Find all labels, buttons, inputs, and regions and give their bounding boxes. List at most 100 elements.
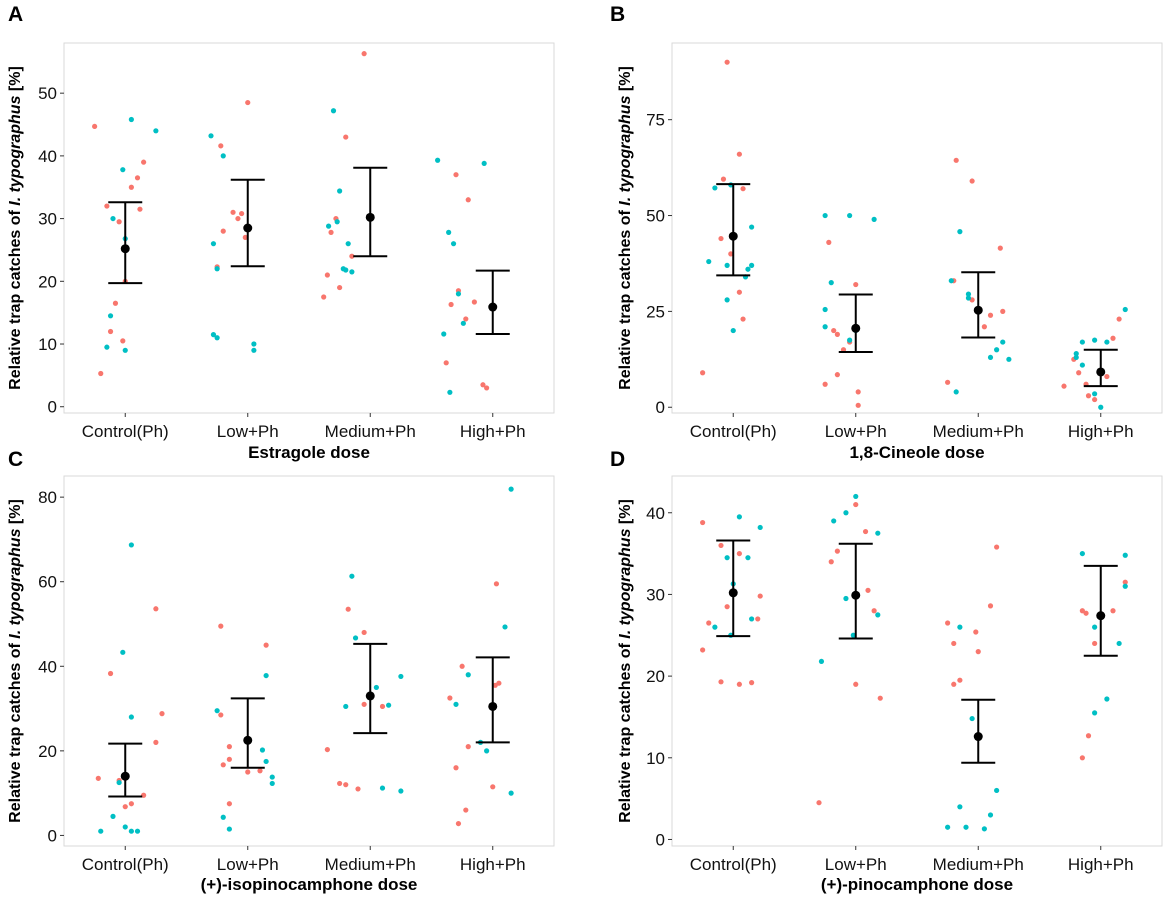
data-point (850, 632, 856, 638)
data-point (1000, 308, 1006, 314)
data-point (700, 519, 706, 526)
chart-panel-a: A 0 10 20 30 40 50 Control(Ph) Low+Ph Medium+Ph Hi… (7, 3, 555, 462)
data-point (957, 677, 963, 683)
data-point (242, 234, 248, 241)
data-point (994, 787, 1000, 794)
data-point (1083, 610, 1089, 616)
data-point (450, 241, 457, 247)
data-point (847, 337, 853, 343)
data-point (700, 370, 706, 376)
data-point (220, 153, 226, 159)
data-point (343, 267, 349, 273)
data-point (853, 493, 859, 500)
data-point (239, 210, 245, 217)
data-point (945, 379, 951, 385)
data-point (1076, 370, 1082, 376)
data-point (994, 347, 1000, 353)
data-point (490, 784, 496, 790)
data-point (104, 203, 110, 209)
data-point (112, 300, 119, 306)
data-point (718, 542, 724, 549)
data-point (981, 324, 987, 330)
data-point (745, 266, 751, 272)
data-point (1122, 579, 1128, 585)
data-point (453, 701, 459, 707)
data-point (373, 684, 379, 691)
y-tick-label: 10 (38, 335, 57, 354)
data-point (443, 360, 449, 366)
data-point (865, 587, 871, 593)
mean-point (973, 305, 983, 315)
data-point (508, 790, 514, 796)
data-point (226, 826, 232, 832)
data-point (214, 335, 220, 341)
data-point (957, 804, 963, 810)
data-point (95, 775, 101, 781)
y-tick-label: 40 (38, 147, 57, 166)
data-point (822, 324, 828, 330)
data-point (871, 216, 877, 222)
data-point (712, 185, 718, 191)
mean-point (488, 701, 498, 711)
data-point (398, 673, 404, 680)
data-point (987, 812, 994, 818)
data-point (463, 316, 469, 322)
data-point (1122, 306, 1128, 313)
data-point (951, 681, 957, 687)
data-point (269, 780, 275, 787)
data-point (740, 316, 746, 322)
data-point (337, 780, 343, 787)
data-point (994, 544, 1000, 550)
data-point (343, 134, 349, 140)
data-point (259, 747, 266, 753)
data-point (441, 331, 447, 337)
data-point (840, 347, 847, 353)
data-point (1079, 608, 1085, 614)
data-point (834, 548, 840, 554)
x-tick-label: Low+Ph (825, 422, 887, 441)
data-point (749, 616, 755, 622)
data-point (210, 241, 217, 247)
data-point (706, 258, 712, 265)
data-point (1092, 624, 1098, 630)
x-tick-label: High+Ph (460, 855, 526, 874)
mean-point (365, 691, 375, 701)
data-point (957, 229, 963, 235)
data-point (724, 262, 730, 268)
data-point (953, 157, 959, 163)
data-point (1092, 337, 1098, 343)
data-point (724, 604, 730, 610)
data-point (831, 327, 837, 334)
data-point (355, 786, 361, 792)
mean-point (120, 771, 130, 781)
data-point (120, 167, 126, 173)
data-point (107, 313, 114, 319)
data-point (1092, 640, 1098, 647)
data-point (218, 143, 224, 149)
data-point (987, 603, 994, 609)
data-point (269, 774, 275, 780)
y-tick-label: 0 (656, 830, 665, 849)
data-point (1122, 552, 1128, 558)
data-point (987, 354, 994, 361)
data-point (1092, 710, 1098, 716)
data-point (128, 714, 134, 720)
data-point (128, 828, 134, 834)
data-point (969, 715, 975, 722)
x-tick-label: Medium+Ph (325, 855, 416, 874)
data-point (480, 382, 486, 388)
data-point (386, 702, 392, 708)
data-point (736, 514, 742, 520)
y-tick-label: 20 (38, 742, 57, 761)
data-point (153, 128, 159, 134)
data-point (263, 672, 269, 679)
data-point (736, 550, 742, 557)
data-point (1000, 339, 1006, 345)
y-axis-label: Relative trap catches of I. typographus … (617, 66, 634, 390)
y-tick-label: 50 (646, 207, 665, 226)
data-point (847, 212, 853, 219)
mean-point (1096, 367, 1106, 377)
data-point (736, 151, 742, 157)
data-point (953, 389, 959, 395)
